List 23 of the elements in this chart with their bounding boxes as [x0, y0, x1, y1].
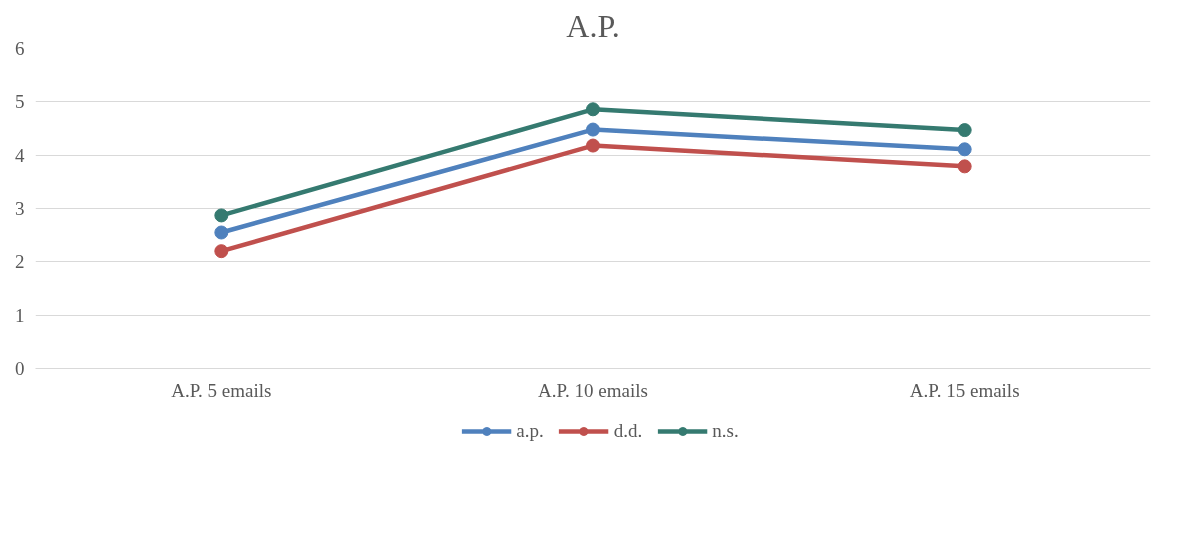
- chart-title: A.P.: [566, 7, 620, 44]
- x-tick-label: A.P. 10 emails: [538, 379, 648, 401]
- y-tick-label: 5: [15, 91, 25, 113]
- point: [586, 102, 600, 117]
- y-tick-label: 4: [15, 144, 25, 166]
- point: [586, 122, 600, 137]
- y-tick-label: 2: [15, 251, 25, 273]
- point: [957, 123, 972, 138]
- point: [957, 142, 972, 157]
- legend-label: n.s.: [712, 419, 739, 442]
- point: [214, 225, 229, 240]
- point: [586, 138, 600, 153]
- point: [214, 208, 229, 223]
- x-tick-label: A.P. 15 emails: [909, 379, 1020, 401]
- y-tick-label: 6: [15, 38, 25, 59]
- legend-label: d.d.: [613, 419, 643, 442]
- y-tick-label: 0: [15, 358, 25, 379]
- point: [214, 244, 229, 259]
- y-tick-label: 1: [15, 304, 25, 326]
- y-tick-label: 3: [15, 198, 25, 219]
- x-tick-label: A.P. 5 emails: [171, 379, 272, 401]
- legend-label: a.p.: [516, 419, 544, 442]
- point: [957, 159, 972, 174]
